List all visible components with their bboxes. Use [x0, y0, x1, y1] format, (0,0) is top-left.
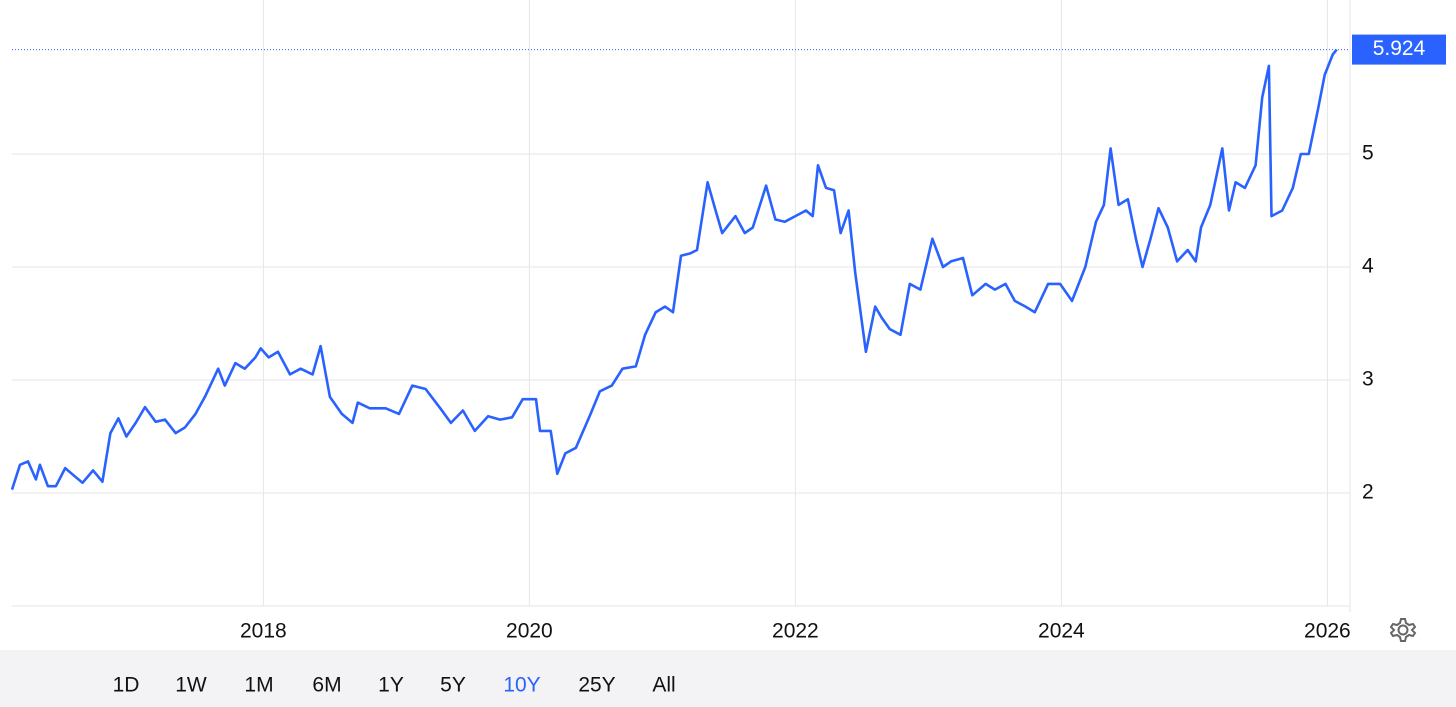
range-button[interactable]: 6M [312, 674, 341, 697]
y-tick-label: 5 [1362, 142, 1374, 165]
range-bar [0, 650, 1456, 707]
range-button[interactable]: 1W [175, 674, 207, 697]
x-tick-label: 2020 [506, 620, 553, 643]
y-tick-label: 2 [1362, 481, 1374, 504]
range-button[interactable]: 5Y [440, 674, 466, 697]
range-button[interactable]: 1D [113, 674, 140, 697]
x-tick-label: 2026 [1304, 620, 1351, 643]
range-button[interactable]: 25Y [578, 674, 615, 697]
last-price-tag [1352, 34, 1446, 65]
price-line [10, 48, 1338, 490]
last-price-label: 5.924 [1373, 37, 1426, 60]
y-tick-label: 3 [1362, 368, 1374, 391]
range-button[interactable]: All [652, 674, 675, 697]
range-button[interactable]: 1M [244, 674, 273, 697]
range-button[interactable]: 10Y [503, 674, 540, 697]
y-tick-label: 4 [1362, 255, 1374, 278]
x-tick-label: 2024 [1038, 620, 1085, 643]
range-button[interactable]: 1Y [378, 674, 404, 697]
settings-icon[interactable] [1389, 618, 1417, 642]
x-tick-label: 2022 [772, 620, 819, 643]
x-tick-label: 2018 [240, 620, 287, 643]
